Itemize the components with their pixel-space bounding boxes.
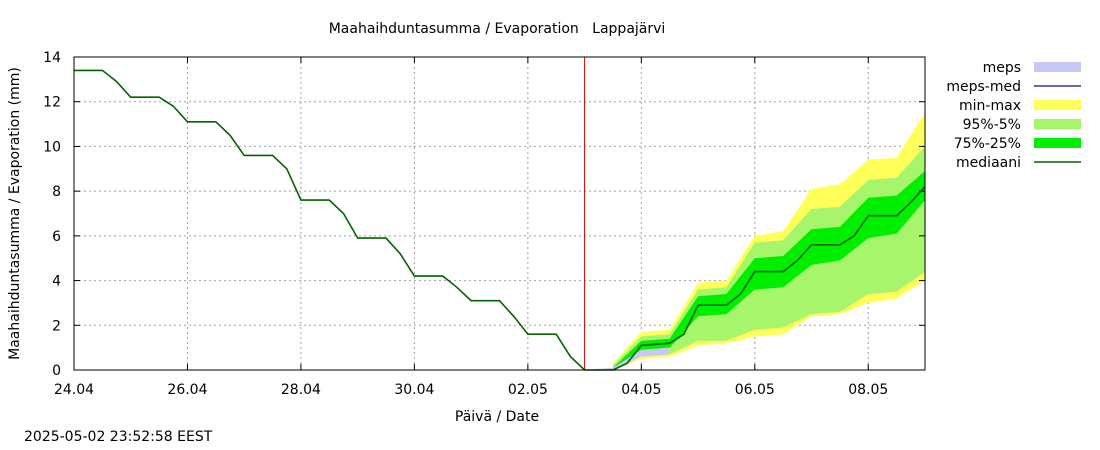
legend-swatch-2	[1034, 100, 1081, 110]
y-tick-label-0: 0	[52, 363, 61, 379]
legend-label-1: meps-med	[946, 79, 1021, 95]
y-tick-label-4: 8	[52, 184, 61, 200]
legend-label-4: 75%-25%	[954, 136, 1021, 152]
x-tick-label-3: 30.04	[394, 382, 434, 398]
legend-label-5: mediaani	[956, 155, 1021, 171]
x-tick-label-2: 28.04	[281, 382, 321, 398]
legend-label-3: 95%-5%	[963, 117, 1021, 133]
y-tick-label-6: 12	[43, 95, 61, 111]
y-tick-label-5: 10	[43, 139, 61, 155]
legend-label-2: min-max	[959, 98, 1021, 114]
legend-label-0: meps	[983, 60, 1021, 76]
y-tick-label-2: 4	[52, 274, 61, 290]
series-line-mediaani	[74, 69, 926, 371]
generated-timestamp: 2025-05-02 23:52:58 EEST	[24, 429, 213, 445]
legend-swatch-4	[1034, 138, 1081, 148]
y-axis-title: Maahaihduntasumma / Evaporation (mm)	[7, 67, 23, 360]
y-tick-label-1: 2	[52, 318, 61, 334]
y-tick-label-7: 14	[43, 50, 61, 66]
legend-swatch-3	[1034, 119, 1081, 129]
x-tick-label-6: 06.05	[735, 382, 775, 398]
legend-swatch-0	[1034, 62, 1081, 72]
band-meps	[584, 347, 670, 370]
y-tick-label-3: 6	[52, 229, 61, 245]
chart-title: Maahaihduntasumma / Evaporation Lappajär…	[329, 21, 666, 37]
x-axis-title: Päivä / Date	[455, 409, 539, 425]
plot-frame	[73, 56, 926, 371]
x-tick-label-7: 08.05	[848, 382, 888, 398]
x-tick-label-5: 04.05	[621, 382, 661, 398]
x-tick-label-1: 26.04	[167, 382, 207, 398]
x-tick-label-0: 24.04	[54, 382, 94, 398]
x-tick-label-4: 02.05	[508, 382, 548, 398]
